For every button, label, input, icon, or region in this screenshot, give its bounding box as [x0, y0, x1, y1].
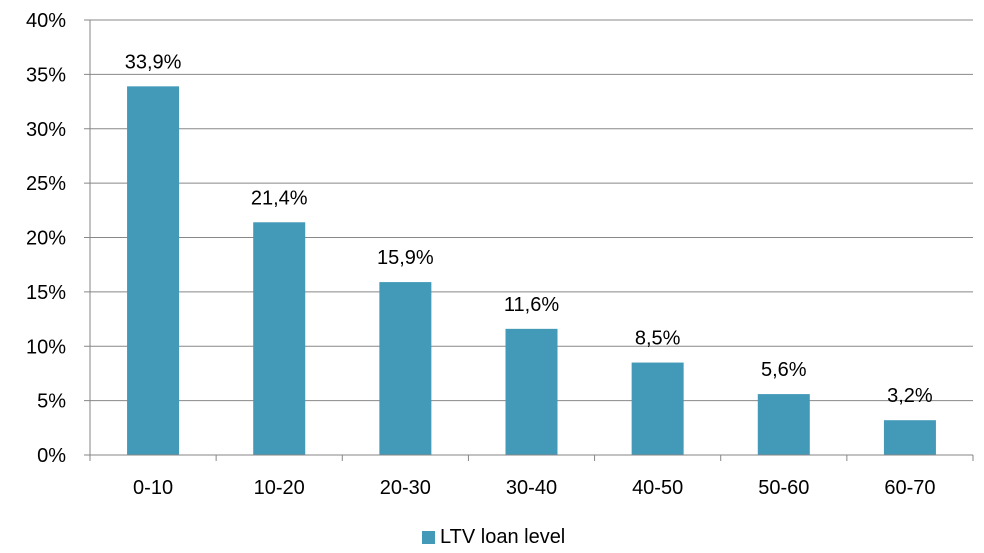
y-tick-label: 20%: [26, 228, 66, 250]
y-tick-label: 15%: [26, 282, 66, 304]
data-label: 8,5%: [635, 328, 681, 350]
data-label: 11,6%: [504, 294, 559, 316]
data-label: 33,9%: [125, 51, 182, 73]
x-tick-label: 60-70: [884, 477, 935, 499]
bar: [757, 394, 810, 455]
data-label: 21,4%: [251, 187, 308, 209]
x-tick-label: 30-40: [506, 477, 557, 499]
x-axis-ticks: 0-10 10-20 20-30 30-40 40-50 50-60 60-70: [133, 477, 935, 499]
x-tick-label: 50-60: [758, 477, 809, 499]
y-tick-label: 5%: [37, 391, 66, 413]
legend-label: LTV loan level: [440, 526, 566, 548]
data-label: 5,6%: [761, 359, 807, 381]
x-tick-label: 10-20: [254, 477, 305, 499]
data-labels: 33,9% 21,4% 15,9% 11,6% 8,5% 5,6% 3,2%: [125, 51, 933, 407]
bar: [253, 222, 306, 455]
legend-swatch: [422, 531, 435, 544]
x-tick-label: 40-50: [632, 477, 683, 499]
x-tick-label: 20-30: [380, 477, 431, 499]
y-tick-label: 40%: [26, 10, 66, 32]
data-label: 15,9%: [377, 247, 434, 269]
y-tick-label: 25%: [26, 173, 66, 195]
y-tick-label: 30%: [26, 119, 66, 141]
y-tick-label: 0%: [37, 445, 66, 467]
bar: [631, 362, 684, 455]
y-tick-label: 10%: [26, 336, 66, 358]
y-axis-ticks: 0% 5% 10% 15% 20% 25% 30% 35% 40%: [26, 10, 66, 467]
y-tick-label: 35%: [26, 64, 66, 86]
axes: [84, 19, 974, 461]
bar: [379, 282, 432, 455]
bar: [883, 420, 936, 455]
x-tick-label: 0-10: [133, 477, 173, 499]
bars: [127, 86, 936, 456]
legend: LTV loan level: [422, 526, 565, 549]
bar: [505, 328, 558, 455]
data-label: 3,2%: [887, 385, 933, 407]
gridlines: [90, 19, 973, 402]
bar: [127, 86, 180, 456]
